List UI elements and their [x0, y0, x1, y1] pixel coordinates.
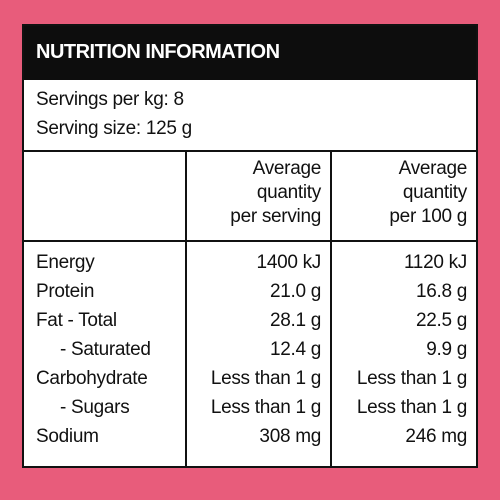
cell-value: 1400 kJ — [256, 252, 322, 273]
header-bar: NUTRITION INFORMATION — [24, 26, 476, 80]
column-header: Average — [398, 158, 468, 179]
cell-value: 308 mg — [259, 426, 321, 447]
column-divider — [185, 152, 187, 466]
divider — [24, 240, 476, 242]
row-label: Energy — [36, 252, 95, 273]
cell-value: 9.9 g — [426, 339, 467, 360]
cell-value: 12.4 g — [269, 339, 321, 360]
cell-value: 21.0 g — [269, 281, 321, 302]
cell-value: Less than 1 g — [356, 368, 467, 389]
column-header: per serving — [230, 206, 321, 227]
cell-value: Less than 1 g — [210, 368, 321, 389]
row-label: Protein — [36, 281, 95, 302]
column-header: quantity — [256, 182, 321, 203]
title: NUTRITION INFORMATION — [36, 41, 280, 63]
column-divider — [330, 152, 332, 466]
cell-value: 22.5 g — [415, 310, 467, 331]
column-header: quantity — [402, 182, 467, 203]
servings-line: Serving size: 125 g — [36, 118, 192, 139]
row-label: Sodium — [36, 426, 99, 447]
column-header: Average — [252, 158, 322, 179]
row-label: - Sugars — [60, 397, 130, 418]
column-header: per 100 g — [389, 206, 467, 227]
cell-value: 28.1 g — [269, 310, 321, 331]
cell-value: Less than 1 g — [210, 397, 321, 418]
row-label: Carbohydrate — [36, 368, 148, 389]
row-label: Fat - Total — [36, 310, 117, 331]
cell-value: 16.8 g — [415, 281, 467, 302]
row-label: - Saturated — [60, 339, 151, 360]
divider — [24, 150, 476, 152]
cell-value: 246 mg — [405, 426, 467, 447]
nutrition-panel: NUTRITION INFORMATION Servings per kg: 8… — [22, 24, 478, 468]
servings-line: Servings per kg: 8 — [36, 89, 184, 110]
cell-value: Less than 1 g — [356, 397, 467, 418]
cell-value: 1120 kJ — [403, 252, 467, 273]
